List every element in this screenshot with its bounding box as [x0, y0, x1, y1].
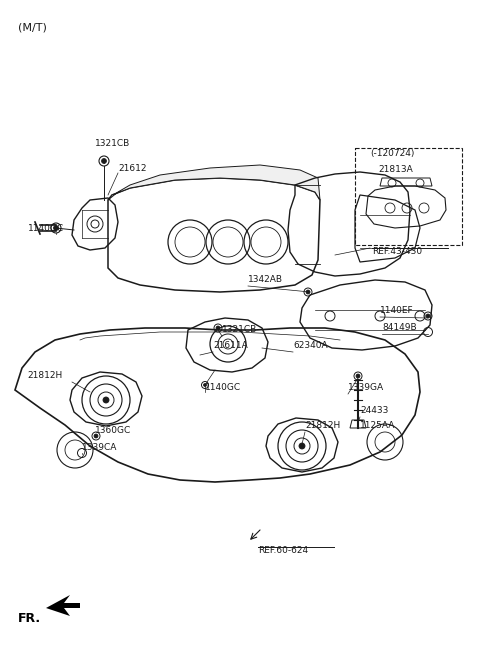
Circle shape	[103, 397, 109, 403]
Text: (M/T): (M/T)	[18, 22, 47, 32]
Polygon shape	[46, 595, 80, 616]
Text: 1125AA: 1125AA	[360, 421, 396, 430]
Text: 1360GC: 1360GC	[95, 426, 131, 435]
Text: 24433: 24433	[360, 406, 388, 415]
Circle shape	[426, 314, 430, 318]
Text: 1321CB: 1321CB	[222, 325, 257, 334]
Text: 21813A: 21813A	[378, 165, 413, 174]
Text: 21611A: 21611A	[213, 341, 248, 350]
Circle shape	[356, 374, 360, 378]
Bar	[355, 148, 462, 245]
Circle shape	[53, 226, 59, 230]
Text: 1321CB: 1321CB	[95, 139, 130, 148]
Circle shape	[94, 434, 98, 438]
Text: 1140GC: 1140GC	[205, 383, 241, 392]
Text: FR.: FR.	[18, 612, 41, 625]
Text: REF.43-430: REF.43-430	[372, 247, 422, 256]
Text: (-120724): (-120724)	[370, 149, 414, 158]
Text: 84149B: 84149B	[382, 323, 417, 332]
Text: REF.60-624: REF.60-624	[258, 546, 308, 555]
Text: 21812H: 21812H	[27, 371, 62, 380]
Circle shape	[216, 326, 220, 330]
Text: 1339CA: 1339CA	[82, 443, 118, 452]
Circle shape	[204, 384, 206, 386]
Text: 1339GA: 1339GA	[348, 383, 384, 392]
Circle shape	[299, 443, 305, 449]
Text: 21612: 21612	[118, 164, 146, 173]
Text: 62340A: 62340A	[293, 341, 328, 350]
Circle shape	[306, 290, 310, 294]
Text: 1140EF: 1140EF	[380, 306, 414, 315]
Text: 1140GC: 1140GC	[28, 224, 64, 233]
Polygon shape	[108, 165, 320, 200]
Circle shape	[101, 159, 107, 163]
Text: 21812H: 21812H	[305, 421, 340, 430]
Text: 1342AB: 1342AB	[248, 275, 283, 284]
